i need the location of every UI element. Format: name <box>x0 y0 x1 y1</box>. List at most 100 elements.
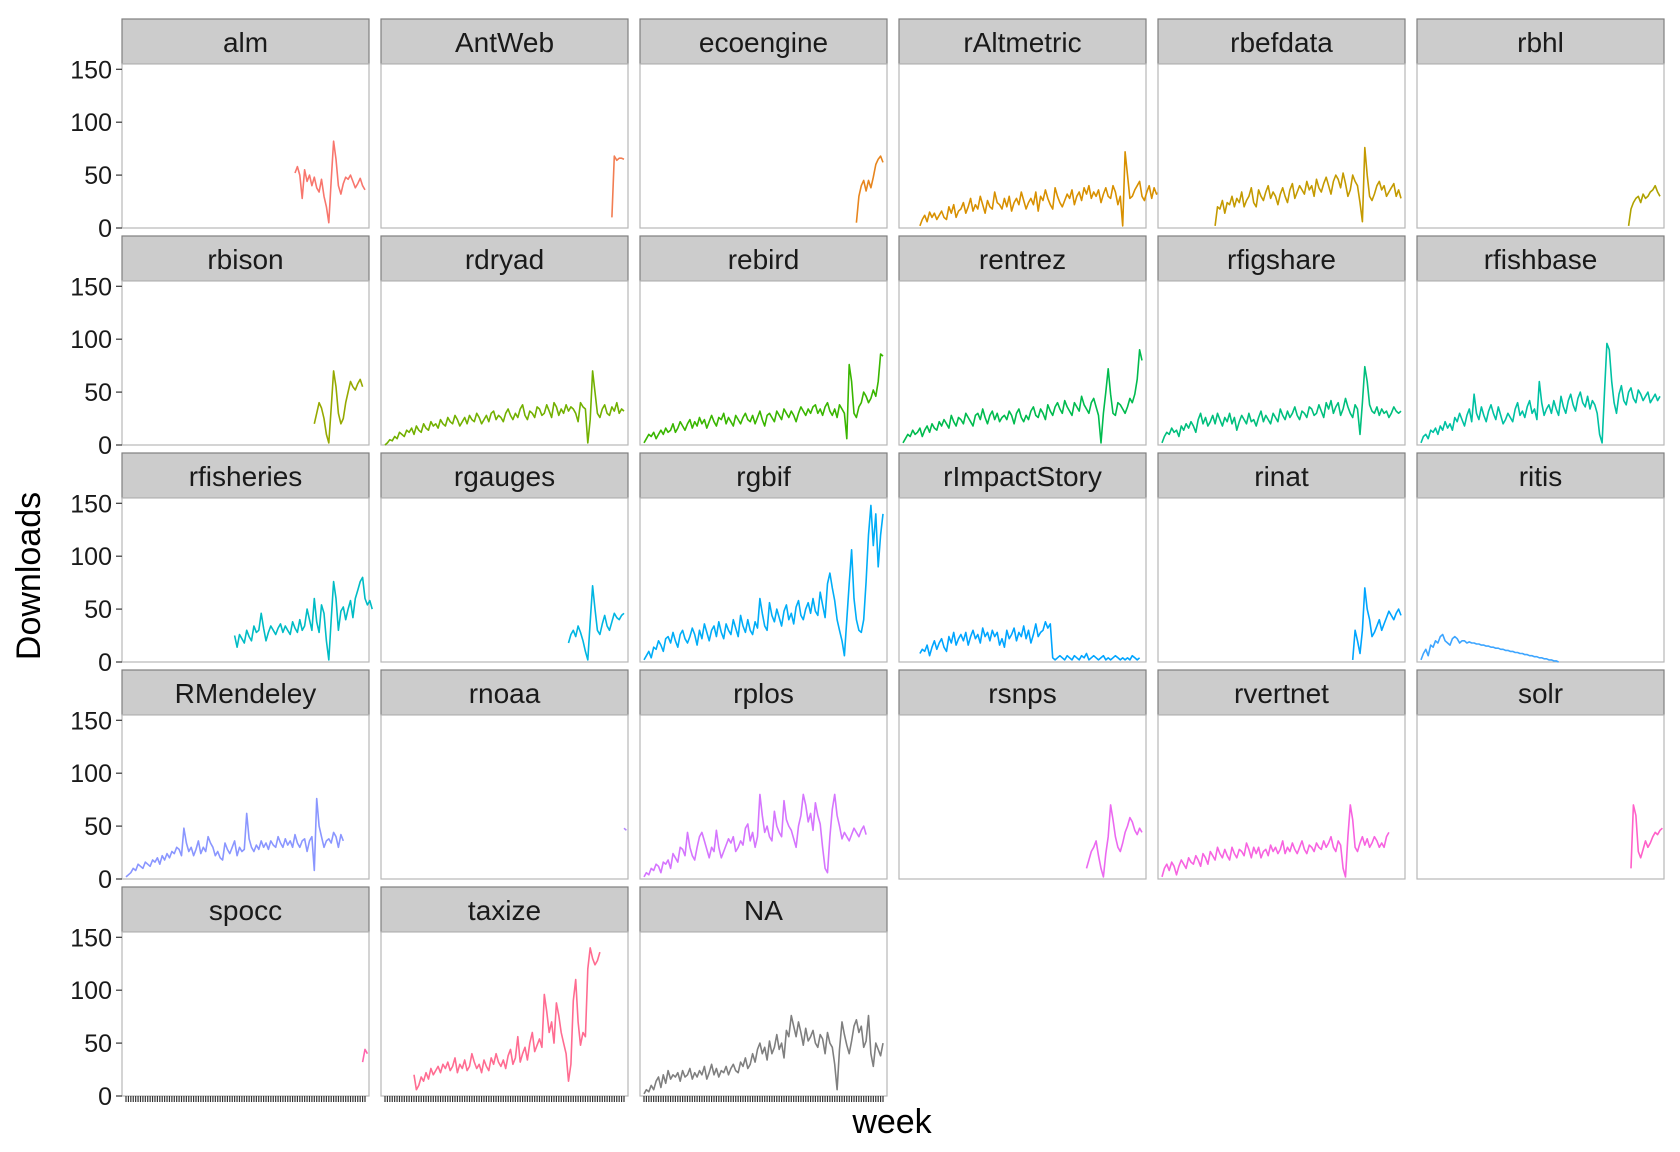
facet-panel-rplos: rplos <box>639 669 888 880</box>
series-line-rbefdata <box>1214 146 1402 226</box>
series-line-rfisheries <box>233 576 373 661</box>
series-line-rsnps <box>1085 804 1143 878</box>
facet-strip <box>898 18 1147 65</box>
panel-plot-area <box>898 497 1147 663</box>
y-tick-label: 0 <box>98 866 112 894</box>
y-tick-label: 100 <box>70 109 112 137</box>
facet-strip-label: rfigshare <box>1227 244 1336 275</box>
facet-strip-label: ritis <box>1519 461 1563 492</box>
panel-plot-area <box>898 63 1147 229</box>
facet-panel-rfisheries: rfisheries 0 50 100 150 <box>70 452 373 677</box>
series-line-taxize <box>413 947 601 1091</box>
series-line-raltmetric <box>919 151 1160 227</box>
y-tick-label: 50 <box>84 379 112 407</box>
facet-strip-label: rImpactStory <box>943 461 1102 492</box>
panel-plot-area <box>639 63 888 229</box>
facet-strip-label: spocc <box>209 895 282 926</box>
facet-strip-label: ecoengine <box>699 27 828 58</box>
facet-strip <box>121 452 370 499</box>
y-tick-label: 0 <box>98 1083 112 1111</box>
facet-panel-rbhl: rbhl <box>1416 18 1665 229</box>
facet-strip <box>1416 452 1665 499</box>
facet-strip <box>380 886 629 933</box>
panel-plot-area <box>380 931 629 1097</box>
series-line-rbison <box>313 370 364 444</box>
series-line-rbhl <box>1627 184 1661 227</box>
series-line-rinat <box>1351 587 1402 660</box>
series-line-solr <box>1630 804 1663 869</box>
panel-plot-area <box>1157 280 1406 446</box>
panel-plot-area <box>639 714 888 880</box>
facet-panel-rbefdata: rbefdata <box>1157 18 1406 229</box>
panel-plot-area <box>380 63 629 229</box>
panel-plot-area <box>121 931 370 1097</box>
facet-strip-label: rdryad <box>465 244 544 275</box>
facet-panel-ecoengine: ecoengine <box>639 18 888 229</box>
facet-panel-taxize: taxize <box>380 886 629 1102</box>
panel-plot-area <box>121 714 370 880</box>
facet-strip-label: rgauges <box>454 461 555 492</box>
facet-strip-label: AntWeb <box>455 27 554 58</box>
facet-strip-label: rbison <box>207 244 283 275</box>
facet-strip-label: rnoaa <box>469 678 541 709</box>
y-tick-label: 150 <box>70 490 112 518</box>
y-tick-label: 150 <box>70 273 112 301</box>
facet-panel-rgauges: rgauges <box>380 452 629 663</box>
series-line-rfigshare <box>1161 365 1402 444</box>
facet-strip-label: taxize <box>468 895 541 926</box>
facet-panel-alm: alm 0 50 100 150 <box>70 18 370 243</box>
facet-strip <box>639 669 888 716</box>
panel-plot-area <box>380 497 629 663</box>
facet-strip <box>639 452 888 499</box>
y-tick-label: 100 <box>70 977 112 1005</box>
facet-panel-raltmetric: rAltmetric <box>898 18 1160 229</box>
facet-panel-rimpactstory: rImpactStory <box>898 452 1147 663</box>
series-line-rentrez <box>902 348 1143 444</box>
panel-plot-area <box>121 280 370 446</box>
series-line-rvertnet <box>1161 804 1390 878</box>
y-tick-label: 0 <box>98 432 112 460</box>
panel-plot-area <box>898 280 1147 446</box>
facet-strip-label: RMendeley <box>175 678 317 709</box>
facet-strip-label: rfisheries <box>189 461 303 492</box>
facet-strip-label: rgbif <box>736 461 791 492</box>
x-axis-title: week <box>851 1103 932 1141</box>
panel-plot-area <box>1416 714 1665 880</box>
facet-strip <box>1157 18 1406 65</box>
facet-strip <box>1416 18 1665 65</box>
facet-strip-label: solr <box>1518 678 1563 709</box>
panel-plot-area <box>639 931 888 1097</box>
series-line-rmendeley <box>125 797 345 878</box>
facet-strip <box>639 18 888 65</box>
facet-strip <box>1416 235 1665 282</box>
facet-panel-rnoaa: rnoaa <box>380 669 629 880</box>
facet-strip <box>639 235 888 282</box>
y-tick-label: 50 <box>84 813 112 841</box>
facet-strip-label: rinat <box>1254 461 1309 492</box>
facet-strip <box>380 669 629 716</box>
series-line-rgbif <box>643 504 884 661</box>
facet-strip-label: rbefdata <box>1230 27 1333 58</box>
series-line-rdryad <box>384 370 625 446</box>
facet-strip <box>1157 669 1406 716</box>
series-line-rnoaa <box>623 827 627 831</box>
facet-panel-rdryad: rdryad <box>380 235 629 446</box>
panel-plot-area <box>639 280 888 446</box>
y-tick-label: 50 <box>84 1030 112 1058</box>
series-line-rplos <box>643 793 867 878</box>
facet-strip <box>1157 235 1406 282</box>
y-tick-label: 150 <box>70 56 112 84</box>
panel-plot-area <box>1416 497 1665 663</box>
y-tick-label: 150 <box>70 924 112 952</box>
facet-strip-label: rAltmetric <box>963 27 1081 58</box>
series-line-spocc <box>361 1048 369 1063</box>
facet-panel-rvertnet: rvertnet <box>1157 669 1406 880</box>
series-line-rimpactstory <box>919 620 1141 661</box>
panel-plot-area <box>1157 714 1406 880</box>
facet-strip <box>1416 669 1665 716</box>
y-tick-label: 0 <box>98 215 112 243</box>
facet-panel-rentrez: rentrez <box>898 235 1147 446</box>
facet-panel-rebird: rebird <box>639 235 888 446</box>
facet-panel-ritis: ritis <box>1416 452 1665 663</box>
facet-panel-rinat: rinat <box>1157 452 1406 663</box>
